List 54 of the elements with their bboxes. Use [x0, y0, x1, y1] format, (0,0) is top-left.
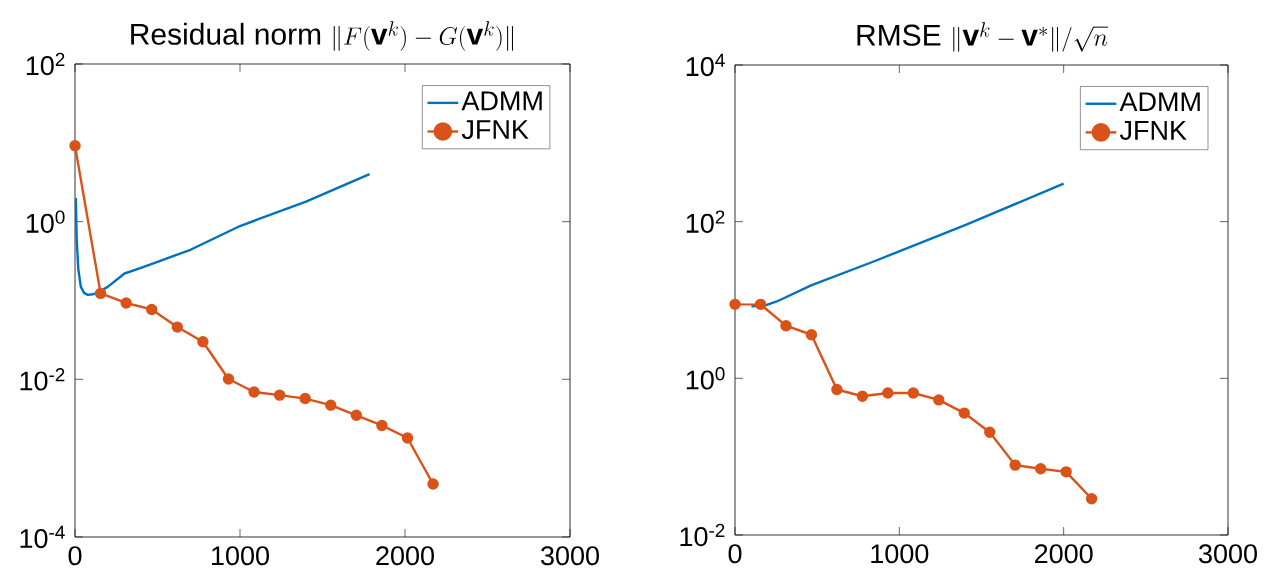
point: [273, 389, 286, 401]
legend-label: JFNK: [1119, 121, 1187, 140]
y-tick-label: 10$^{2}$: [26, 52, 65, 76]
y-tick-label: 10$^{4}$: [686, 53, 725, 77]
point: [427, 478, 439, 490]
point: [325, 399, 337, 411]
chart-title: $\mathrm{Residual\ norm}\ \|F(\mathbf{v}^k) - G(\mathbf{v}^k)\|$: [131, 21, 513, 51]
point: [856, 390, 869, 402]
chart-title: $\mathrm{RMSE}\ \|\mathbf{v}^k - \mathbf{v}^*\|/\sqrt{n}$: [857, 22, 1108, 52]
point: [222, 373, 235, 385]
line-series: [750, 182, 1065, 308]
point: [958, 407, 970, 419]
y-tick-label: 10$^{-2}$: [680, 523, 725, 547]
point: [933, 394, 945, 406]
point: [299, 392, 311, 405]
point: [248, 386, 260, 398]
x-tick-label: 3000: [1199, 544, 1257, 564]
point: [882, 387, 894, 399]
point: [1034, 463, 1047, 475]
x-tick-label: 0: [68, 546, 82, 566]
point: [401, 432, 414, 444]
point: [197, 336, 209, 348]
line-series: [75, 173, 371, 297]
point: [1009, 459, 1021, 471]
point: [754, 298, 767, 311]
x-tick-label: 1000: [212, 546, 269, 566]
point: [94, 287, 107, 300]
y-tick-label: 10$^{-4}$: [20, 525, 65, 549]
y-tick-label: 10$^{-2}$: [20, 368, 65, 391]
point: [171, 321, 184, 333]
y-tick-label: 10$^{0}$: [26, 210, 65, 233]
y-tick-label: 10$^{0}$: [686, 367, 725, 390]
legend-label: ADMM: [461, 91, 542, 111]
point: [1085, 493, 1098, 505]
legend-label: JFNK: [461, 120, 529, 140]
x-tick-label: 2000: [376, 546, 434, 566]
x-tick-label: 2000: [1035, 544, 1093, 564]
point: [1060, 466, 1072, 478]
point: [831, 383, 843, 396]
point: [984, 426, 996, 438]
point: [120, 297, 132, 309]
point: [69, 139, 81, 152]
x-tick-label: 1000: [871, 544, 929, 564]
point: [805, 329, 818, 341]
point: [780, 319, 792, 332]
y-tick-label: 10$^{2}$: [686, 210, 725, 233]
point: [729, 298, 741, 311]
legend-label: ADMM: [1119, 92, 1200, 112]
x-tick-label: 3000: [541, 546, 599, 566]
point: [907, 387, 920, 399]
point: [376, 419, 388, 432]
point: [146, 303, 158, 316]
point: [350, 409, 363, 421]
x-tick-label: 0: [728, 544, 742, 564]
